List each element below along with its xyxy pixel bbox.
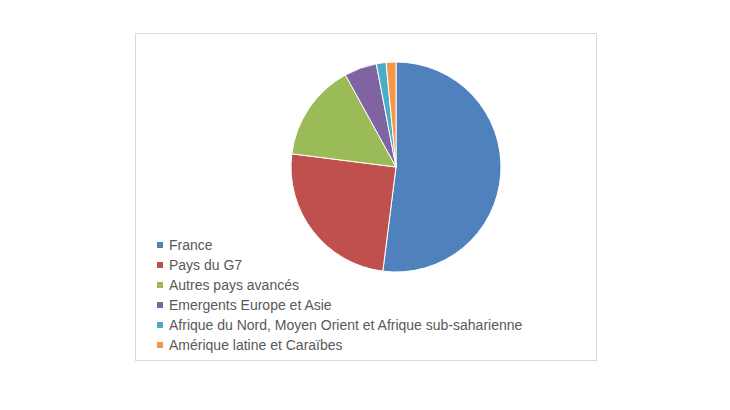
svg-text:Autres pays avancés: Autres pays avancés xyxy=(169,277,299,293)
svg-text:Emergents Europe et Asie: Emergents Europe et Asie xyxy=(169,297,332,313)
svg-text:Afrique du Nord, Moyen Orient: Afrique du Nord, Moyen Orient et Afrique… xyxy=(169,317,523,333)
svg-text:Pays du G7: Pays du G7 xyxy=(169,257,242,273)
svg-text:Amérique latine et Caraïbes: Amérique latine et Caraïbes xyxy=(169,337,343,353)
svg-text:France: France xyxy=(169,237,213,253)
